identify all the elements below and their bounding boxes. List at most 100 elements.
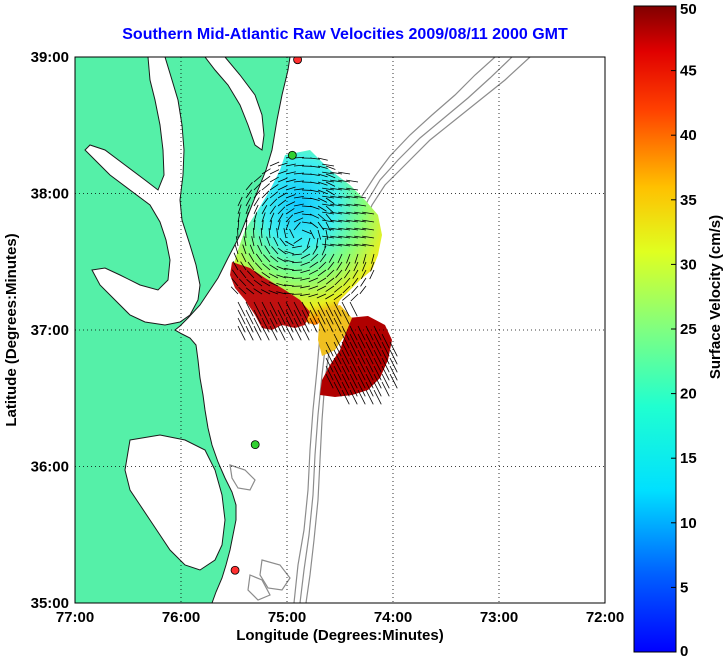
velocity-vector xyxy=(293,180,304,183)
velocity-vector xyxy=(293,196,304,199)
velocity-vector xyxy=(254,271,263,279)
velocity-vector xyxy=(325,277,335,285)
velocity-vector xyxy=(325,373,334,389)
velocity-vector xyxy=(309,309,318,325)
velocity-vector xyxy=(283,228,287,239)
velocity-vector xyxy=(253,325,262,341)
velocity-vector xyxy=(317,205,327,212)
velocity-vector xyxy=(301,205,313,208)
velocity-vector xyxy=(333,373,342,389)
velocity-vector xyxy=(308,293,319,298)
velocity-vector xyxy=(322,243,335,247)
y-tick-label: 37:00 xyxy=(31,322,69,339)
velocity-vector xyxy=(291,261,303,264)
delaware-bay xyxy=(204,57,265,151)
velocity-vector xyxy=(317,189,328,195)
velocity-vector xyxy=(237,204,242,215)
velocity-vector xyxy=(354,243,367,247)
velocity-vector xyxy=(309,205,320,210)
station-marker xyxy=(287,150,297,160)
velocity-vector xyxy=(309,221,319,229)
velocity-vector xyxy=(343,277,351,286)
velocity-vector xyxy=(338,195,351,199)
velocity-vector xyxy=(269,220,273,231)
velocity-vector xyxy=(284,284,295,287)
velocity-vector xyxy=(349,301,358,317)
velocity-vector xyxy=(337,253,343,264)
colorbar: 0 5 10 15 20 25 30 35 40 45 50 Surface Velocity (c… xyxy=(633,1,724,659)
velocity-vector xyxy=(336,261,343,271)
velocity-vector xyxy=(269,176,279,183)
velocity-vector xyxy=(325,229,329,240)
velocity-vector xyxy=(245,182,253,191)
velocity-vector xyxy=(253,182,262,191)
y-tick-label: 36:00 xyxy=(31,459,69,476)
colorbar-tick-label: 0 xyxy=(680,643,688,659)
velocity-vector xyxy=(309,301,318,317)
velocity-vector xyxy=(277,206,286,215)
velocity-vector xyxy=(261,271,271,279)
velocity-vector xyxy=(237,309,246,325)
velocity-vector xyxy=(326,269,335,278)
velocity-vector xyxy=(237,317,246,333)
velocity-vector xyxy=(260,289,271,295)
velocity-vector xyxy=(357,341,366,357)
velocity-vector xyxy=(254,262,263,271)
velocity-vector xyxy=(268,273,279,279)
velocity-vector xyxy=(293,188,304,191)
velocity-vector xyxy=(232,261,239,271)
velocity-vector xyxy=(341,341,350,357)
velocity-vector xyxy=(381,373,390,389)
x-tick-label: 77:00 xyxy=(56,609,94,626)
velocity-vector xyxy=(308,277,319,283)
velocity-vector xyxy=(325,301,334,317)
velocity-vector xyxy=(341,357,350,373)
velocity-vector xyxy=(354,211,367,215)
velocity-vector xyxy=(325,165,336,170)
velocity-vector xyxy=(245,227,247,239)
velocity-vector xyxy=(249,244,255,255)
velocity-vector xyxy=(277,213,284,223)
colorbar-ramp xyxy=(633,5,677,653)
velocity-vector xyxy=(253,204,259,215)
velocity-vector xyxy=(389,349,398,365)
velocity-vector xyxy=(315,237,319,248)
velocity-vector xyxy=(357,349,366,365)
velocity-vector xyxy=(357,325,366,341)
velocity-vector xyxy=(309,261,319,268)
velocity-vector xyxy=(351,285,359,294)
velocity-vector xyxy=(284,276,295,279)
velocity-vector xyxy=(354,195,367,199)
velocity-vector xyxy=(266,236,271,247)
velocity-vector xyxy=(333,381,342,397)
velocity-vector xyxy=(261,197,269,207)
y-axis-ticks: 39:00 38:00 37:00 36:00 35:00 xyxy=(31,49,69,612)
velocity-vector xyxy=(269,317,278,333)
velocity-vector xyxy=(269,205,277,215)
velocity-vector xyxy=(325,205,334,213)
velocity-vector xyxy=(324,237,327,248)
velocity-vector xyxy=(312,245,319,255)
velocity-vector xyxy=(346,227,359,231)
velocity-vector xyxy=(243,236,247,247)
velocity-vector xyxy=(322,195,335,199)
velocity-vector xyxy=(343,269,351,279)
velocity-vector xyxy=(362,219,375,223)
velocity-vector xyxy=(301,301,310,317)
velocity-vector xyxy=(246,270,255,279)
velocity-vector xyxy=(300,269,311,274)
velocity-vector xyxy=(381,341,390,357)
velocity-vector xyxy=(333,333,342,349)
velocity-vector xyxy=(289,228,295,239)
velocity-vector xyxy=(317,213,326,221)
velocity-vector xyxy=(318,261,327,270)
y-tick-label: 35:00 xyxy=(31,595,69,612)
velocity-vector xyxy=(285,220,290,231)
velocity-vector xyxy=(341,365,350,381)
velocity-vector xyxy=(261,280,271,287)
velocity-vector xyxy=(245,317,254,333)
velocity-vector xyxy=(292,253,303,256)
velocity-vector xyxy=(359,285,367,295)
velocity-vector xyxy=(344,261,351,271)
colorbar-tick-label: 45 xyxy=(680,63,697,80)
